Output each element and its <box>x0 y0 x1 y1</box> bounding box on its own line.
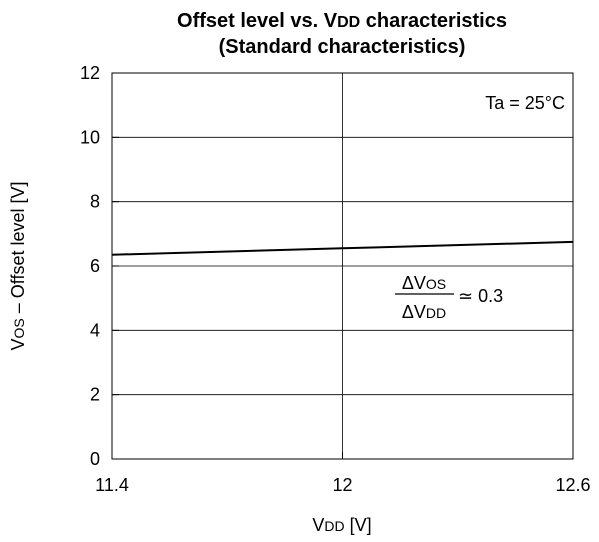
ratio-annotation: ΔVOS ΔVDD ≃ 0.3 <box>395 273 503 322</box>
series <box>111 240 574 256</box>
ratio-numerator: ΔVOS <box>402 273 446 293</box>
y-tick-label: 4 <box>90 320 100 340</box>
x-axis-label: VDD [V] <box>312 515 371 535</box>
ratio-denominator: ΔVDD <box>402 302 446 322</box>
y-tick-label: 8 <box>90 192 100 212</box>
y-tick-label: 12 <box>80 63 100 83</box>
y-tick-label: 6 <box>90 256 100 276</box>
condition-annotation: Ta = 25°C <box>485 93 565 113</box>
y-tick-label: 2 <box>90 385 100 405</box>
x-tick-label: 12 <box>332 475 352 495</box>
chart-title-line1: Offset level vs. VDD characteristics <box>177 10 507 32</box>
x-tick-label: 11.4 <box>95 475 129 495</box>
y-tick-label: 10 <box>80 127 100 147</box>
ticks: 0 2 4 6 8 10 12 11.4 12 12.6 <box>80 63 591 495</box>
x-tick-label: 12.6 <box>555 475 590 495</box>
y-tick-label: 0 <box>90 449 100 469</box>
series-line <box>111 240 574 256</box>
ratio-value: ≃ 0.3 <box>458 286 503 306</box>
y-axis-label: VOS – Offset level [V] <box>8 182 28 351</box>
chart-title-line2: (Standard characteristics) <box>219 36 466 58</box>
grid <box>112 73 573 459</box>
